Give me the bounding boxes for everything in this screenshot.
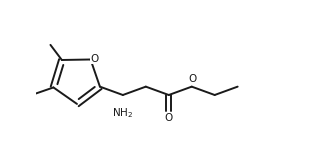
Text: O: O — [165, 113, 173, 123]
Text: O: O — [90, 54, 99, 64]
Text: NH$_2$: NH$_2$ — [112, 106, 133, 120]
Text: O: O — [188, 74, 197, 84]
